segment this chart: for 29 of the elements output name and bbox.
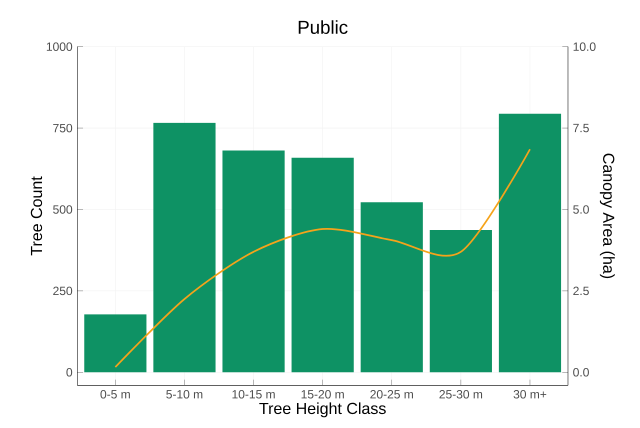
y2-axis-title: Canopy Area (ha): [600, 154, 615, 278]
x-tick-label: 10-15 m: [232, 390, 275, 399]
x-tick-label: 5-10 m: [166, 390, 202, 399]
y-tick-label: 1000: [46, 42, 72, 51]
x-tick-label: 15-20 m: [302, 390, 344, 399]
y-tick-label: 500: [53, 205, 72, 214]
x-tick-label: 0-5 m: [100, 390, 130, 399]
y-axis-title: Tree Count: [30, 176, 42, 256]
bar: [430, 230, 492, 372]
bar: [498, 114, 562, 372]
x-tick-label: 20-25 m: [370, 390, 413, 399]
y2-tick-label: 10.0: [574, 42, 596, 51]
bar: [84, 314, 146, 372]
y2-tick-label: 5.0: [573, 205, 589, 214]
y-tick-label: 0: [66, 368, 72, 377]
bar: [292, 158, 354, 372]
y-tick-label: 250: [53, 286, 72, 296]
x-tick-label: 25-30 m: [439, 390, 482, 399]
y-tick-label: 750: [53, 124, 72, 132]
y2-tick-label: 0.0: [573, 368, 589, 377]
bar: [153, 122, 216, 372]
y2-tick-label: 7.5: [573, 124, 589, 132]
bar: [360, 202, 423, 372]
y2-tick-label: 2.5: [573, 286, 589, 296]
line-series: [114, 148, 531, 368]
bar: [222, 150, 285, 372]
chart-title: Public: [298, 20, 348, 34]
x-tick-label: 30 m+: [514, 390, 546, 399]
x-axis-title: Tree Height Class: [259, 402, 386, 418]
